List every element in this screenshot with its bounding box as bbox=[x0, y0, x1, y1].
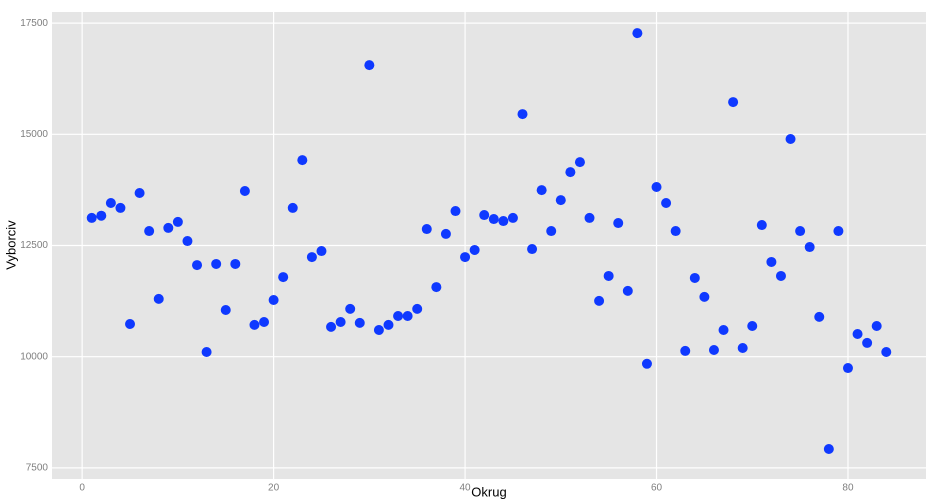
point bbox=[479, 210, 490, 221]
point bbox=[86, 212, 97, 223]
point bbox=[814, 311, 825, 322]
point bbox=[96, 210, 107, 221]
point bbox=[125, 319, 136, 330]
point bbox=[632, 28, 643, 39]
point bbox=[335, 316, 346, 327]
point bbox=[182, 236, 193, 247]
point bbox=[594, 295, 605, 306]
point bbox=[488, 214, 499, 225]
point bbox=[393, 310, 404, 321]
point bbox=[469, 244, 480, 255]
point bbox=[354, 317, 365, 328]
point bbox=[412, 303, 423, 314]
point bbox=[775, 270, 786, 281]
point bbox=[172, 216, 183, 227]
y-tick-label: 7500 bbox=[26, 463, 49, 474]
point bbox=[555, 195, 566, 206]
point bbox=[823, 443, 834, 454]
point bbox=[316, 246, 327, 257]
point bbox=[297, 155, 308, 166]
point bbox=[306, 252, 317, 263]
point bbox=[402, 310, 413, 321]
x-tick-label: 40 bbox=[460, 483, 472, 494]
point bbox=[421, 224, 432, 235]
x-tick-label: 20 bbox=[268, 483, 280, 494]
point bbox=[622, 285, 633, 296]
point bbox=[345, 303, 356, 314]
y-tick-label: 17500 bbox=[20, 18, 48, 29]
point bbox=[785, 133, 796, 144]
point bbox=[211, 258, 222, 269]
point bbox=[833, 226, 844, 237]
x-tick-label: 60 bbox=[651, 483, 663, 494]
point bbox=[268, 294, 279, 305]
point bbox=[641, 358, 652, 369]
point bbox=[460, 252, 471, 263]
point bbox=[565, 167, 576, 178]
point bbox=[795, 226, 806, 237]
x-tick-label: 0 bbox=[79, 483, 85, 494]
point bbox=[517, 109, 528, 120]
point bbox=[536, 185, 547, 196]
point bbox=[201, 347, 212, 358]
point bbox=[450, 206, 461, 217]
point bbox=[680, 345, 691, 356]
y-tick-label: 15000 bbox=[20, 129, 48, 140]
x-tick-label: 80 bbox=[842, 483, 854, 494]
point bbox=[689, 272, 700, 283]
point bbox=[230, 258, 241, 269]
point bbox=[105, 198, 116, 209]
point bbox=[431, 282, 442, 293]
point bbox=[661, 198, 672, 209]
point bbox=[613, 218, 624, 229]
point bbox=[842, 363, 853, 374]
point bbox=[507, 212, 518, 223]
point bbox=[364, 60, 375, 71]
point bbox=[527, 244, 538, 255]
point bbox=[498, 216, 509, 227]
point bbox=[134, 188, 145, 199]
point bbox=[737, 343, 748, 354]
point bbox=[239, 186, 250, 197]
point bbox=[383, 319, 394, 330]
point bbox=[603, 270, 614, 281]
point bbox=[804, 242, 815, 253]
point bbox=[728, 97, 739, 108]
point bbox=[287, 202, 298, 213]
point bbox=[584, 212, 595, 223]
point bbox=[115, 202, 126, 213]
point bbox=[249, 319, 260, 330]
point bbox=[192, 260, 203, 271]
point bbox=[326, 321, 337, 332]
point bbox=[718, 325, 729, 336]
point bbox=[440, 228, 451, 239]
point bbox=[373, 325, 384, 336]
point bbox=[144, 226, 155, 237]
point bbox=[163, 222, 174, 233]
point bbox=[852, 329, 863, 340]
point bbox=[670, 226, 681, 237]
y-tick-label: 10000 bbox=[20, 351, 48, 362]
point bbox=[881, 347, 892, 358]
point bbox=[220, 304, 231, 315]
y-axis-label: Vyborciv bbox=[3, 220, 18, 270]
point bbox=[546, 226, 557, 237]
y-tick-label: 12500 bbox=[20, 240, 48, 251]
point bbox=[747, 321, 758, 332]
x-axis-label: Okrug bbox=[471, 484, 506, 499]
point bbox=[259, 316, 270, 327]
point bbox=[574, 157, 585, 168]
point bbox=[153, 293, 164, 304]
point bbox=[862, 337, 873, 348]
point bbox=[708, 345, 719, 356]
point bbox=[756, 220, 767, 231]
point bbox=[699, 291, 710, 302]
point bbox=[651, 182, 662, 193]
point bbox=[278, 272, 289, 283]
point bbox=[871, 321, 882, 332]
point bbox=[766, 256, 777, 267]
